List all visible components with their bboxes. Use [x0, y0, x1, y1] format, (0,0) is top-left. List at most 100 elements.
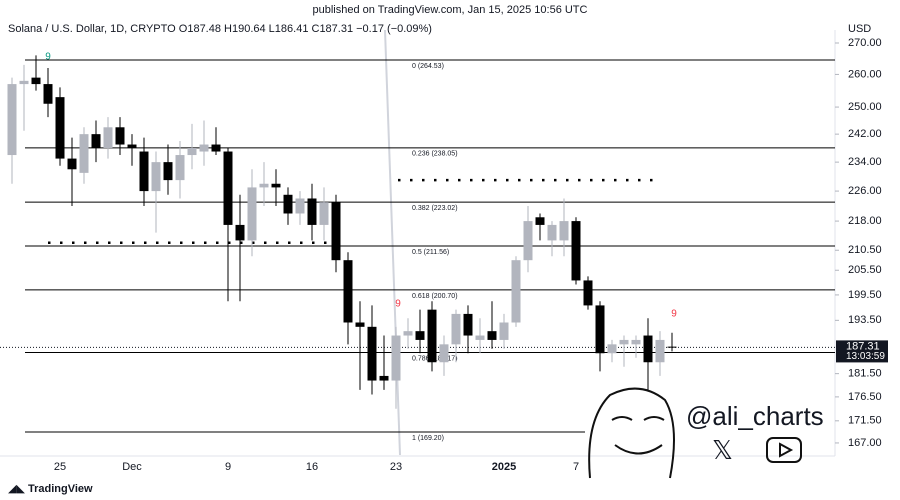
candle-body: [391, 335, 401, 381]
candle-body: [295, 198, 305, 214]
candle-body: [535, 217, 545, 225]
candle-body: [163, 162, 173, 181]
candle-body: [439, 344, 449, 363]
candle-body: [343, 260, 353, 323]
candle-body: [31, 77, 41, 85]
candle-body: [415, 331, 425, 340]
y-tick-label: 226.00: [848, 185, 882, 197]
signal-label: 9: [45, 52, 51, 63]
candle-body: [151, 162, 161, 192]
candle-body: [235, 224, 245, 241]
x-tick-label: 7: [573, 461, 579, 473]
candle-body: [367, 326, 377, 381]
candle-body: [319, 202, 329, 225]
candle-body: [379, 375, 389, 381]
candle-body: [175, 155, 185, 181]
trend-line: [384, 29, 401, 456]
x-tick-label: 2025: [492, 461, 516, 473]
fib-label: 0.382 (223.02): [412, 205, 458, 212]
x-tick-label: 25: [54, 461, 66, 473]
x-tick-label: Dec: [122, 461, 142, 473]
y-tick-label: 250.00: [848, 101, 882, 113]
y-tick-label: 218.00: [848, 215, 882, 227]
signal-label: 9: [671, 309, 677, 320]
candle-body: [619, 339, 629, 345]
candle-body: [307, 198, 317, 225]
fib-label: 0 (264.53): [412, 63, 444, 70]
y-tick-label: 210.50: [848, 244, 882, 256]
candle-body: [91, 134, 101, 149]
candle-body: [463, 313, 473, 336]
face: [588, 387, 675, 479]
candle-body: [403, 331, 413, 336]
candle-body: [475, 335, 485, 340]
candle-body: [571, 221, 581, 281]
y-tick-label: 205.50: [848, 264, 882, 276]
candle-body: [55, 97, 65, 159]
candle-body: [271, 183, 281, 188]
logo: ◢◣: [8, 483, 28, 495]
y-tick-label: 199.50: [848, 289, 882, 301]
price-tag-countdown: 13:03:59: [846, 351, 885, 362]
candle-body: [67, 158, 77, 170]
candle-body: [487, 331, 497, 340]
candle-body: [187, 148, 197, 156]
candle-body: [451, 313, 461, 345]
candle-body: [331, 202, 341, 261]
fib-label: 0.5 (211.56): [412, 249, 449, 256]
signal-label: 9: [395, 299, 401, 310]
fib-label: 0.618 (200.70): [412, 293, 458, 300]
candle-body: [523, 221, 533, 261]
candle-body: [427, 309, 437, 363]
candle-body: [223, 151, 233, 225]
candle-body: [43, 84, 53, 104]
candle-body: [247, 187, 257, 241]
x-tick-label: 9: [225, 461, 231, 473]
candle-body: [511, 260, 521, 323]
candle-body: [547, 224, 557, 241]
candle-body: [559, 221, 569, 241]
candle-body: [7, 84, 17, 156]
candle-body: [259, 183, 269, 188]
candle-body: [139, 151, 149, 192]
y-tick-label: 193.50: [848, 314, 882, 326]
candle-body: [595, 305, 605, 354]
currency: USD: [848, 23, 871, 35]
candle-body: [631, 339, 641, 345]
y-tick-label: 171.50: [848, 415, 882, 427]
candle-body: [283, 194, 293, 214]
candle-body: [211, 144, 221, 152]
candle-body: [355, 322, 365, 327]
candle-body: [583, 280, 593, 306]
y-tick-label: 242.00: [848, 128, 882, 140]
y-tick-label: 234.00: [848, 156, 882, 168]
symbol-info: Solana / U.S. Dollar, 1D, CRYPTO O187.48…: [8, 23, 432, 35]
fib-label: 0.236 (238.05): [412, 151, 458, 158]
price-tag: [836, 340, 888, 363]
candle-body: [607, 344, 617, 354]
y-tick-label: 181.50: [848, 368, 882, 380]
candle-body: [499, 322, 509, 340]
y-tick-label: 260.00: [848, 68, 882, 80]
candle-body: [643, 335, 653, 363]
candle-body: [199, 144, 209, 152]
watermark: @ali_charts: [686, 401, 824, 431]
play-icon: [766, 437, 802, 463]
footer-text: TradingView: [28, 483, 93, 495]
footer: ◢◣ TradingView: [8, 483, 93, 495]
header: published on TradingView.com, Jan 15, 20…: [313, 4, 588, 16]
play-triangle: [779, 442, 794, 458]
avatar: [588, 387, 675, 479]
x-tick-label: 16: [306, 461, 318, 473]
price-tag-value: 187.31: [846, 340, 880, 352]
candle-body: [667, 346, 677, 348]
fib-label: 1 (169.20): [412, 435, 444, 442]
candle-body: [19, 80, 29, 85]
y-tick-label: 270.00: [848, 37, 882, 49]
x-tick-label: 23: [390, 461, 402, 473]
candle-body: [103, 127, 113, 149]
candle-body: [79, 134, 89, 173]
x-icon: 𝕏: [712, 435, 733, 465]
